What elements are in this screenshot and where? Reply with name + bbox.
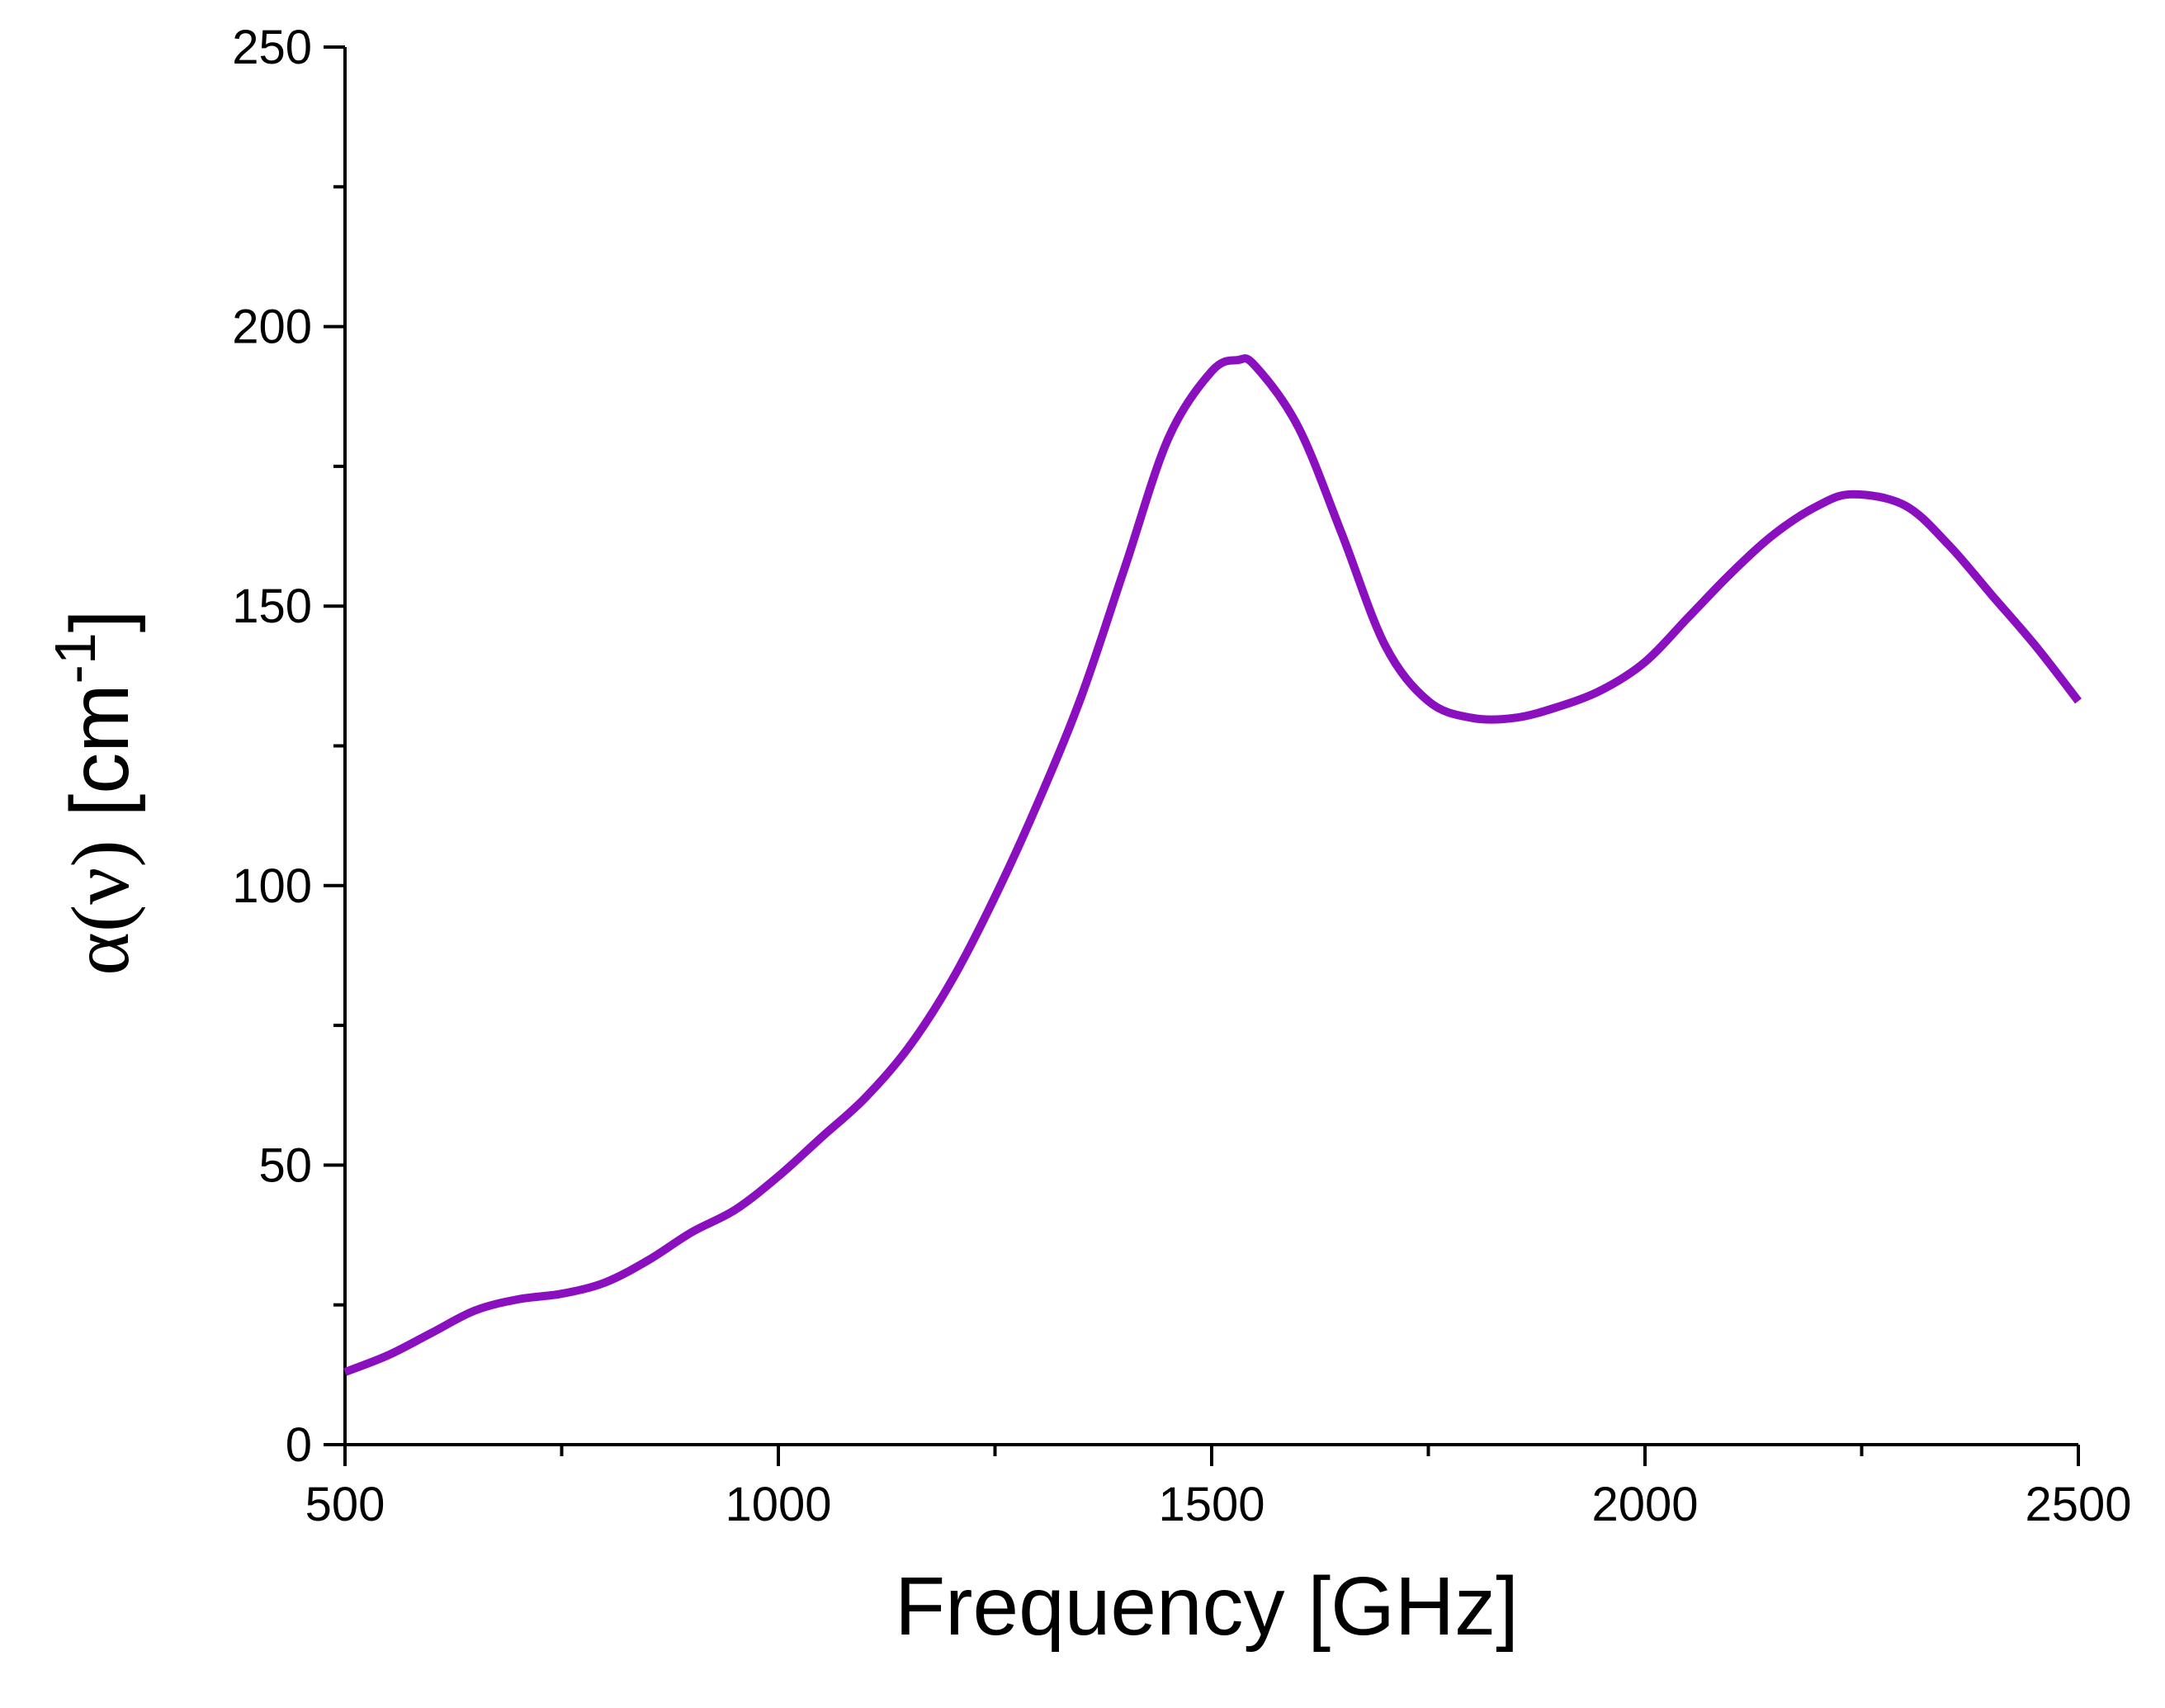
y-tick-label: 200 bbox=[232, 300, 312, 354]
y-axis-title: α(ν) [cm-1] bbox=[43, 609, 146, 975]
y-tick-label: 0 bbox=[286, 1418, 312, 1472]
axes: 500 1000 1500 2000 2500 0 50 100 150 200 250 bbox=[232, 21, 2131, 1531]
series-group bbox=[343, 354, 2082, 1376]
x-axis-title: Frequency [GHz] bbox=[895, 1560, 1519, 1653]
x-tick-label: 2500 bbox=[2025, 1478, 2131, 1531]
y-tick-label: 150 bbox=[232, 580, 312, 633]
y-axis-title-unit: [cm bbox=[54, 684, 146, 840]
series-line bbox=[343, 354, 2082, 1376]
y-tick-label: 100 bbox=[232, 859, 312, 913]
y-tick-label: 50 bbox=[258, 1138, 312, 1192]
x-tick-label: 2000 bbox=[1591, 1478, 1698, 1531]
x-tick-label: 1000 bbox=[725, 1478, 831, 1531]
y-axis-title-superscript: -1 bbox=[43, 632, 107, 684]
x-tick-label: 500 bbox=[305, 1478, 385, 1531]
y-axis-title-symbol: α(ν) bbox=[54, 840, 146, 975]
y-tick-label: 250 bbox=[232, 21, 312, 74]
y-axis-title-unit-close: ] bbox=[54, 609, 146, 632]
x-tick-label: 1500 bbox=[1158, 1478, 1264, 1531]
